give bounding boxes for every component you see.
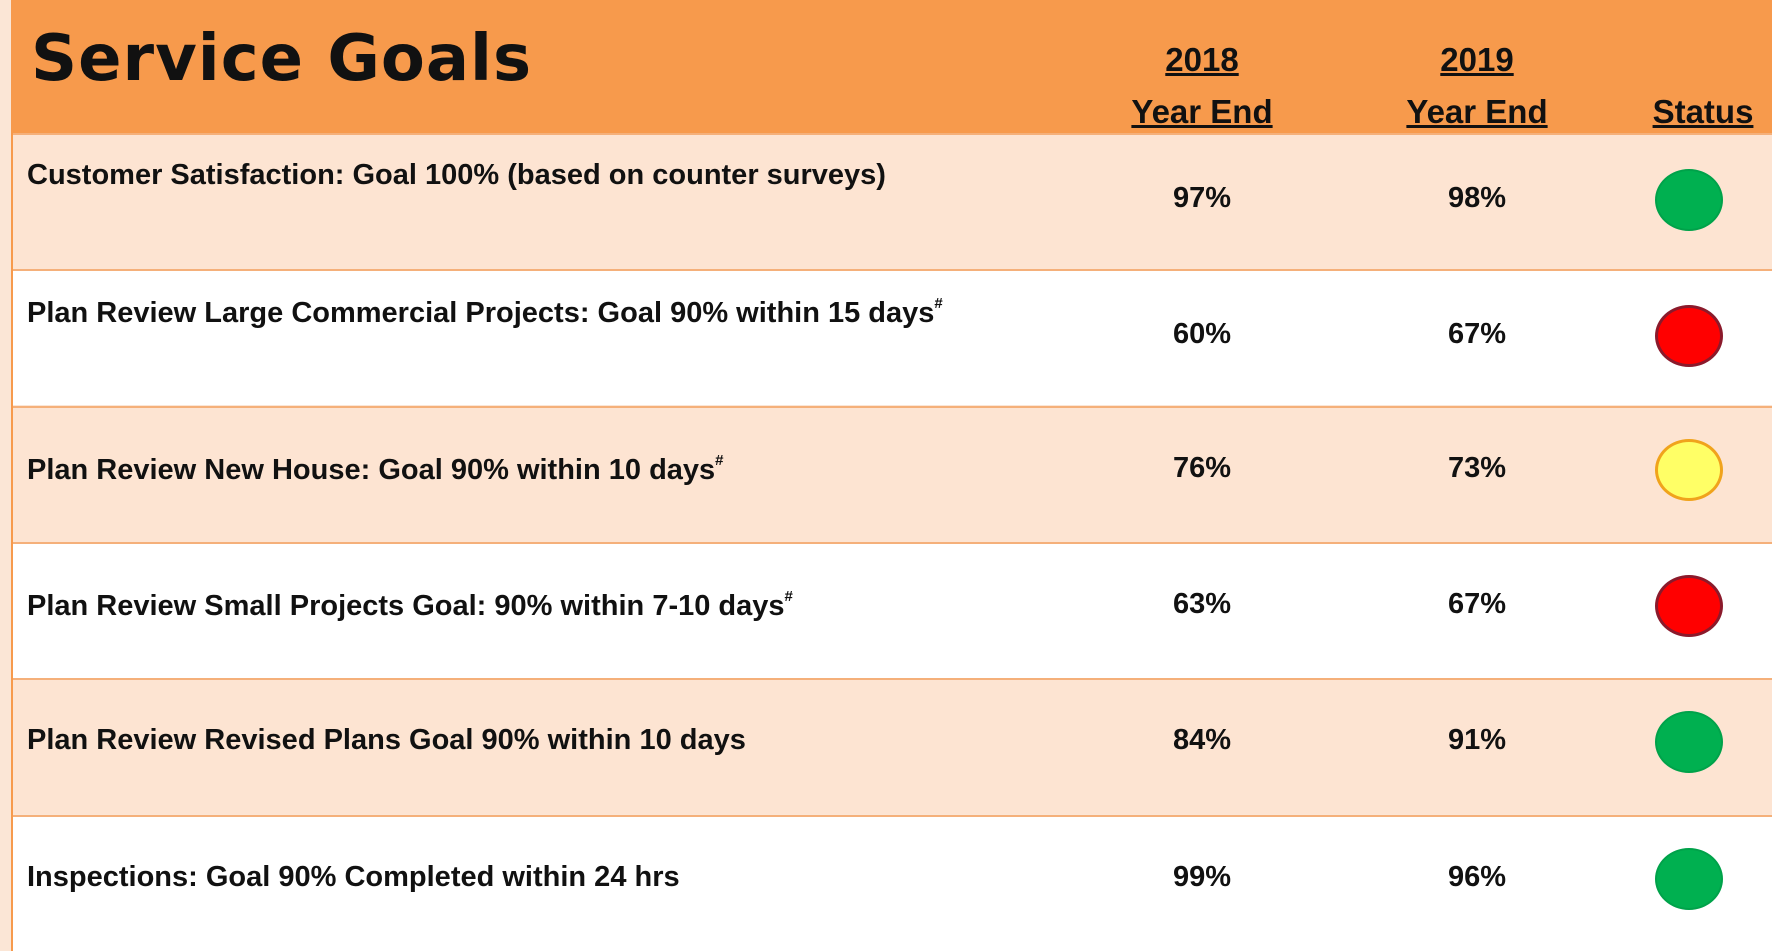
goal-text: Inspections: Goal 90% Completed within 2… (27, 861, 680, 894)
value-2019: 91% (1447, 724, 1507, 757)
value-2018: 97% (1172, 182, 1232, 214)
goal-text: Plan Review Revised Plans Goal 90% withi… (27, 724, 746, 757)
status-indicator (1655, 711, 1723, 774)
table-row: Plan Review Revised Plans Goal 90% withi… (13, 678, 1772, 815)
status-indicator (1655, 305, 1723, 368)
table-row: Inspections: Goal 90% Completed within 2… (13, 814, 1772, 951)
value-2019: 73% (1447, 451, 1507, 484)
status-indicator (1655, 574, 1723, 637)
value-2018: 99% (1172, 860, 1232, 893)
goal-label: Plan Review Revised Plans Goal 90% withi… (27, 724, 746, 757)
value-2019: 96% (1447, 860, 1507, 893)
column-label: Year End (1406, 93, 1548, 130)
slide: Service Goals 2018 Year End 2019 Year En… (11, 0, 1772, 951)
value-2018: 76% (1172, 451, 1232, 484)
footnote-mark: # (784, 587, 793, 605)
goal-text: Customer Satisfaction: Goal 100% (based … (27, 159, 886, 192)
table-row: Plan Review New House: Goal 90% within 1… (13, 405, 1772, 542)
value-2019: 67% (1447, 587, 1507, 620)
header: Service Goals 2018 Year End 2019 Year En… (13, 0, 1772, 133)
goal-label: Plan Review New House: Goal 90% within 1… (27, 453, 716, 486)
column-year: 2018 (1165, 41, 1239, 78)
value-2019: 98% (1447, 182, 1507, 214)
column-header: Status (1653, 86, 1754, 138)
column-label: Status (1652, 93, 1754, 130)
table-row: Customer Satisfaction: Goal 100% (based … (13, 133, 1772, 269)
status-indicator (1655, 438, 1723, 501)
goal-text: Plan Review Small Projects Goal: 90% wit… (27, 588, 793, 623)
goal-label: Plan Review Small Projects Goal: 90% wit… (27, 589, 785, 622)
value-2018: 84% (1172, 724, 1232, 757)
goal-label: Inspections: Goal 90% Completed within 2… (27, 860, 680, 893)
footnote-mark: # (715, 451, 724, 469)
table-row: Plan Review Small Projects Goal: 90% wit… (13, 541, 1772, 678)
goal-text: Plan Review New House: Goal 90% within 1… (27, 452, 724, 487)
table-row: Plan Review Large Commercial Projects: G… (13, 269, 1772, 406)
value-2019: 67% (1447, 318, 1507, 351)
goal-label: Plan Review Large Commercial Projects: G… (27, 297, 935, 330)
column-header: 2018 Year End (1131, 34, 1272, 138)
footnote-mark: # (934, 295, 943, 313)
goal-text: Plan Review Large Commercial Projects: G… (27, 295, 943, 330)
title: Service Goals (31, 22, 533, 96)
status-indicator (1655, 847, 1723, 910)
status-indicator (1655, 169, 1723, 231)
column-label: Year End (1131, 93, 1273, 130)
column-year: 2019 (1440, 41, 1514, 78)
goal-label: Customer Satisfaction: Goal 100% (based … (27, 159, 886, 191)
value-2018: 60% (1172, 318, 1232, 351)
column-header: 2019 Year End (1406, 34, 1547, 138)
value-2018: 63% (1172, 587, 1232, 620)
